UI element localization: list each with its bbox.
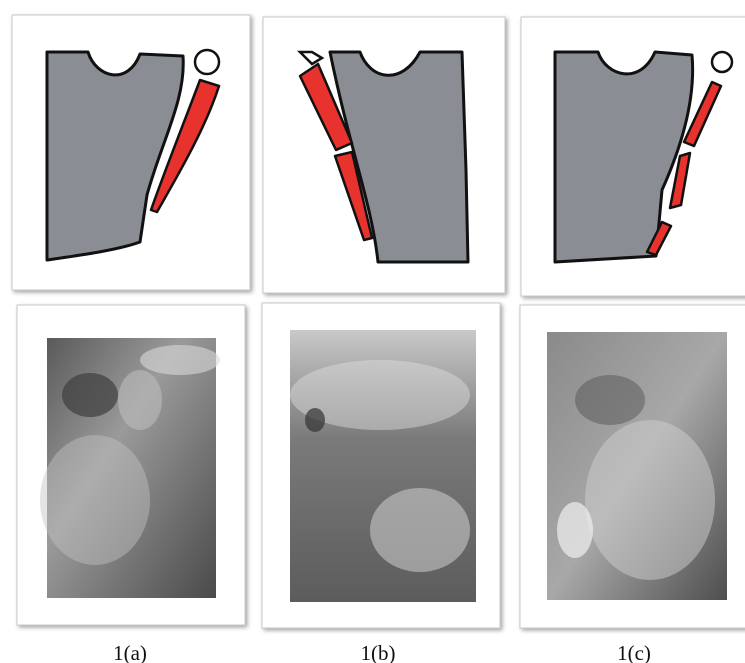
xray-a xyxy=(40,338,220,598)
panel-label: 1(a) xyxy=(113,641,147,663)
panel-label: 1(b) xyxy=(361,641,396,663)
panel-label: 1(c) xyxy=(617,641,651,663)
page: 1(a) 1(b) 1(c) (() => { const data = JSO… xyxy=(0,0,745,663)
xray-c xyxy=(547,332,727,600)
xray-b xyxy=(290,330,476,602)
figure: 1(a) 1(b) 1(c) xyxy=(0,0,745,663)
